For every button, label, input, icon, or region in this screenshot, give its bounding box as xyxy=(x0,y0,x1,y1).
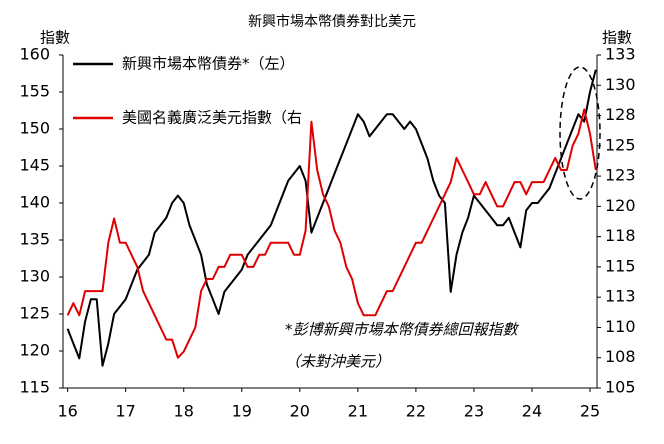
y2-tick-label: 128 xyxy=(605,105,636,124)
annotation: *彭博新興市場本幣債券總回報指數 xyxy=(285,321,520,339)
data-line xyxy=(66,69,597,367)
annotation: （未對沖美元） xyxy=(285,353,390,371)
x-tick-label: 22 xyxy=(406,402,426,421)
x-tick-label: 18 xyxy=(174,402,194,421)
y2-tick-label: 113 xyxy=(605,287,636,306)
y-tick-label: 140 xyxy=(19,193,50,212)
legend-label: 新興市場本幣債券*（左） xyxy=(122,55,295,73)
y2-tick-label: 110 xyxy=(605,317,636,336)
x-tick-label: 16 xyxy=(57,402,77,421)
highlight-ellipse xyxy=(559,66,601,200)
data-line xyxy=(66,108,597,359)
x-tick-label: 17 xyxy=(116,402,136,421)
y2-tick-label: 123 xyxy=(605,166,636,185)
x-tick-label: 23 xyxy=(464,402,484,421)
y2-tick-label: 130 xyxy=(605,75,636,94)
chart-title: 新興市場本幣債券對比美元 xyxy=(248,13,416,30)
x-tick-label: 24 xyxy=(522,402,542,421)
y2-tick-label: 115 xyxy=(605,256,636,275)
x-tick-label: 21 xyxy=(348,402,368,421)
y2-axis-label: 指數 xyxy=(602,29,632,47)
y2-tick-label: 120 xyxy=(605,196,636,215)
y-tick-label: 125 xyxy=(19,304,50,323)
y2-tick-label: 118 xyxy=(605,226,636,245)
y-tick-label: 155 xyxy=(19,82,50,101)
y2-tick-label: 133 xyxy=(605,45,636,64)
legend-label: 美國名義廣泛美元指數（右 xyxy=(122,109,302,127)
y2-tick-label: 105 xyxy=(605,378,636,397)
y-tick-label: 135 xyxy=(19,230,50,249)
y-tick-label: 120 xyxy=(19,341,50,360)
y-tick-label: 150 xyxy=(19,119,50,138)
x-tick-label: 25 xyxy=(580,402,600,421)
x-tick-label: 19 xyxy=(232,402,252,421)
y-tick-label: 130 xyxy=(19,267,50,286)
y-axis-label: 指數 xyxy=(40,29,70,47)
y-tick-label: 145 xyxy=(19,156,50,175)
y-tick-label: 115 xyxy=(19,378,50,397)
y2-tick-label: 125 xyxy=(605,135,636,154)
x-tick-label: 20 xyxy=(290,402,310,421)
y2-tick-label: 108 xyxy=(605,347,636,366)
y-tick-label: 160 xyxy=(19,45,50,64)
